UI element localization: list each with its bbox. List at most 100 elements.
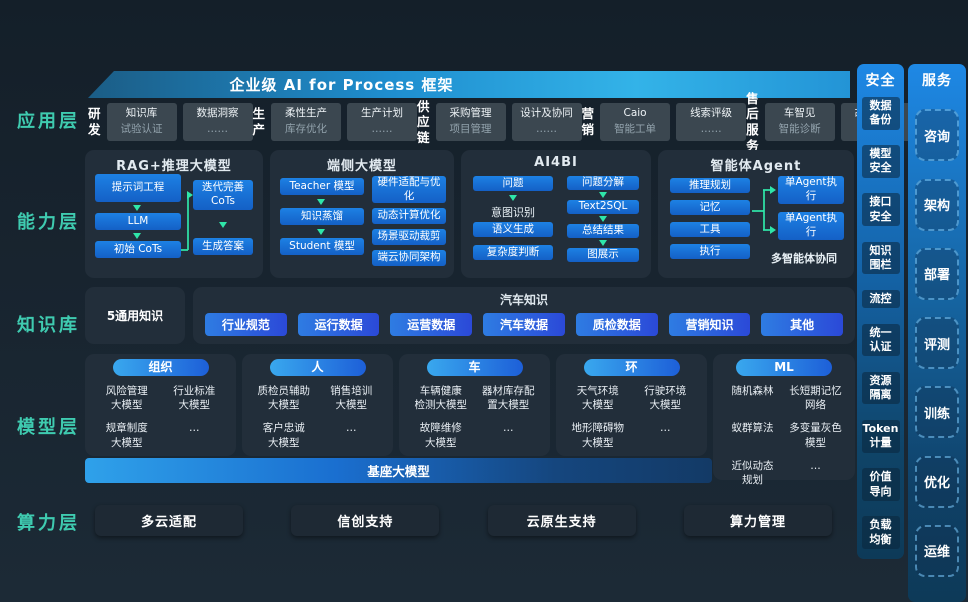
flow-box-decompose: 问题分解 xyxy=(567,176,639,190)
general-knowledge-box: 5通用知识 xyxy=(85,287,185,344)
model-panel: 环天气环境 大模型 行驶环境 大模型 地形障碍物 大模型… xyxy=(556,354,707,456)
model-item: … xyxy=(810,459,821,472)
app-box-line: 柔性生产 xyxy=(285,107,328,120)
app-group-label: 营销 xyxy=(581,106,595,137)
flow-box-question: 问题 xyxy=(473,176,553,191)
flow-box-prompt: 提示词工程 xyxy=(95,174,181,202)
model-category-pill: 环 xyxy=(583,359,680,376)
capability-row: RAG+推理大模型 提示词工程 LLM 初始 CoTs 迭代完善CoTs 生成答… xyxy=(85,150,855,278)
security-item: 数据 备份 xyxy=(861,97,900,130)
auto-knowledge-title: 汽车知识 xyxy=(499,293,548,307)
app-box: 生产计划 …… xyxy=(347,103,418,141)
flow-box-cloud-edge: 端云协同架构 xyxy=(372,250,446,266)
app-box-line: 数据洞察 xyxy=(196,107,239,120)
flow-box-single-agent-2: 单Agent执行 xyxy=(778,212,844,240)
app-group-label: 供应链 xyxy=(417,98,430,145)
app-group-label: 研发 xyxy=(88,106,101,137)
security-item: 知识 围栏 xyxy=(861,241,900,275)
security-item: 负载 均衡 xyxy=(861,516,900,549)
app-box-line: 线索评级 xyxy=(690,107,733,120)
arrow-down-icon xyxy=(509,195,517,201)
app-box-line: …… xyxy=(207,123,229,135)
knowledge-pill: 其他 xyxy=(761,313,844,336)
arrow-down-icon xyxy=(599,240,607,246)
model-item: 随机森林 xyxy=(731,385,774,397)
knowledge-pill: 汽车数据 xyxy=(483,313,565,336)
connector-line xyxy=(763,189,771,191)
security-column: 安全 数据 备份 模型 安全 接口 安全 知识 围栏 流控 统一 认证 资源 隔离 Token… xyxy=(857,64,904,559)
panel-title: 端侧大模型 xyxy=(326,159,397,174)
flow-box-scene-prune: 场景驱动裁剪 xyxy=(372,229,446,245)
app-group: 生产 柔性生产 库存优化 生产计划…… xyxy=(253,103,418,141)
banner-title: 企业级 AI for Process 框架 xyxy=(88,71,850,98)
model-item: 车辆健康 检测大模型 xyxy=(414,385,468,412)
model-category-pill: ML xyxy=(736,359,832,376)
app-box-line: …… xyxy=(536,123,558,135)
layer-label-compute: 算力层 xyxy=(17,513,80,534)
arrow-down-icon xyxy=(133,233,141,239)
model-panel: 组织 风险管理 大模型 行业标准 大模型 规章制度 大模型… xyxy=(85,354,236,456)
app-group-label: 售后服务 xyxy=(746,90,759,153)
compute-button: 多云适配 xyxy=(95,505,243,536)
model-item: 客户忠诚 大模型 xyxy=(262,422,305,449)
arrow-down-icon xyxy=(599,192,607,198)
layer-label-model: 模型层 xyxy=(17,417,80,438)
service-header: 服务 xyxy=(922,73,952,89)
model-item: … xyxy=(346,422,357,435)
flow-box-iterate-cots: 迭代完善CoTs xyxy=(193,180,253,210)
arrow-down-icon xyxy=(599,216,607,222)
multi-agent-caption: 多智能体协同 xyxy=(771,252,837,265)
arrow-right-icon xyxy=(770,186,776,194)
app-box: 数据洞察 …… xyxy=(182,103,253,141)
app-box-line: 采购管理 xyxy=(449,107,492,120)
app-box: Caio 智能工单 xyxy=(600,103,671,141)
app-box: 柔性生产 库存优化 xyxy=(271,103,342,141)
flow-text-intent: 意图识别 xyxy=(491,206,535,219)
model-item: 近似动态 规划 xyxy=(731,459,774,486)
security-header: 安全 xyxy=(865,73,896,89)
flow-box-student: Student 模型 xyxy=(280,238,364,255)
model-item: 风险管理 大模型 xyxy=(105,385,148,412)
flow-box-initial-cots: 初始 CoTs xyxy=(95,241,181,258)
panel-edge-model: 端侧大模型 Teacher 模型 知识蒸馏 Student 模型 硬件适配与优化… xyxy=(270,150,454,278)
flow-box-text2sql: Text2SQL xyxy=(567,200,639,214)
service-item: 训练 xyxy=(915,386,959,439)
model-item: 天气环境 大模型 xyxy=(576,385,619,412)
flow-box-answer: 生成答案 xyxy=(193,238,253,255)
security-item: 资源 隔离 xyxy=(861,371,900,405)
app-box: 采购管理 项目管理 xyxy=(435,103,506,141)
knowledge-pill: 质检数据 xyxy=(575,313,658,336)
model-item: 销售培训 大模型 xyxy=(330,385,373,412)
model-item: 质检员辅助 大模型 xyxy=(257,385,311,412)
model-item: … xyxy=(503,422,514,435)
arrow-right-icon xyxy=(187,191,193,199)
arrow-down-icon xyxy=(133,205,141,211)
app-group-label: 生产 xyxy=(252,106,266,137)
panel-title: RAG+推理大模型 xyxy=(116,159,232,174)
flow-box-single-agent-1: 单Agent执行 xyxy=(778,176,844,204)
knowledge-pill: 运营数据 xyxy=(390,313,473,336)
service-item: 评测 xyxy=(915,317,959,369)
arrow-down-icon xyxy=(317,199,325,205)
panel-ai4bi: AI4BI 问题 意图识别 语义生成 复杂度判断 问题分解 Text2SQL 总… xyxy=(461,150,651,278)
model-row: 组织 风险管理 大模型 行业标准 大模型 规章制度 大模型… 人质检员辅助 大模型 销售培… xyxy=(85,354,855,486)
app-group: 营销 Caio 智能工单 线索评级 …… xyxy=(582,103,747,141)
model-item: 规章制度 大模型 xyxy=(105,422,148,449)
panel-title: 智能体Agent xyxy=(710,159,802,174)
model-grid: 质检员辅助 大模型 销售培训 大模型 客户忠诚 大模型 … xyxy=(242,376,393,454)
service-column: 服务 咨询 架构 部署 评测 训练 优化 运维 xyxy=(908,64,966,602)
arrow-down-icon xyxy=(317,229,325,235)
auto-knowledge-box: 汽车知识 行业规范 运行数据 运营数据 汽车数据 质检数据 营销知识 其他 xyxy=(193,287,855,344)
flow-box-chart-display: 图展示 xyxy=(567,248,639,262)
app-box-line: 知识库 xyxy=(125,107,158,120)
flow-box-hw-adapt: 硬件适配与优化 xyxy=(372,176,446,203)
security-item: Token 计量 xyxy=(861,420,900,453)
app-group: 供应链 采购管理 项目管理 设计及协同…… xyxy=(417,99,582,146)
knowledge-pill: 行业规范 xyxy=(205,313,287,336)
arrow-down-icon xyxy=(219,222,227,228)
model-panel: ML 随机森林 长短期记忆 网络 蚁群算法 多变量灰色 模型 近似动态 规划… xyxy=(713,354,855,486)
model-item: 地形障碍物 大模型 xyxy=(571,422,625,449)
layer-label-application: 应用层 xyxy=(17,111,80,132)
flow-box-semantic: 语义生成 xyxy=(473,222,553,237)
